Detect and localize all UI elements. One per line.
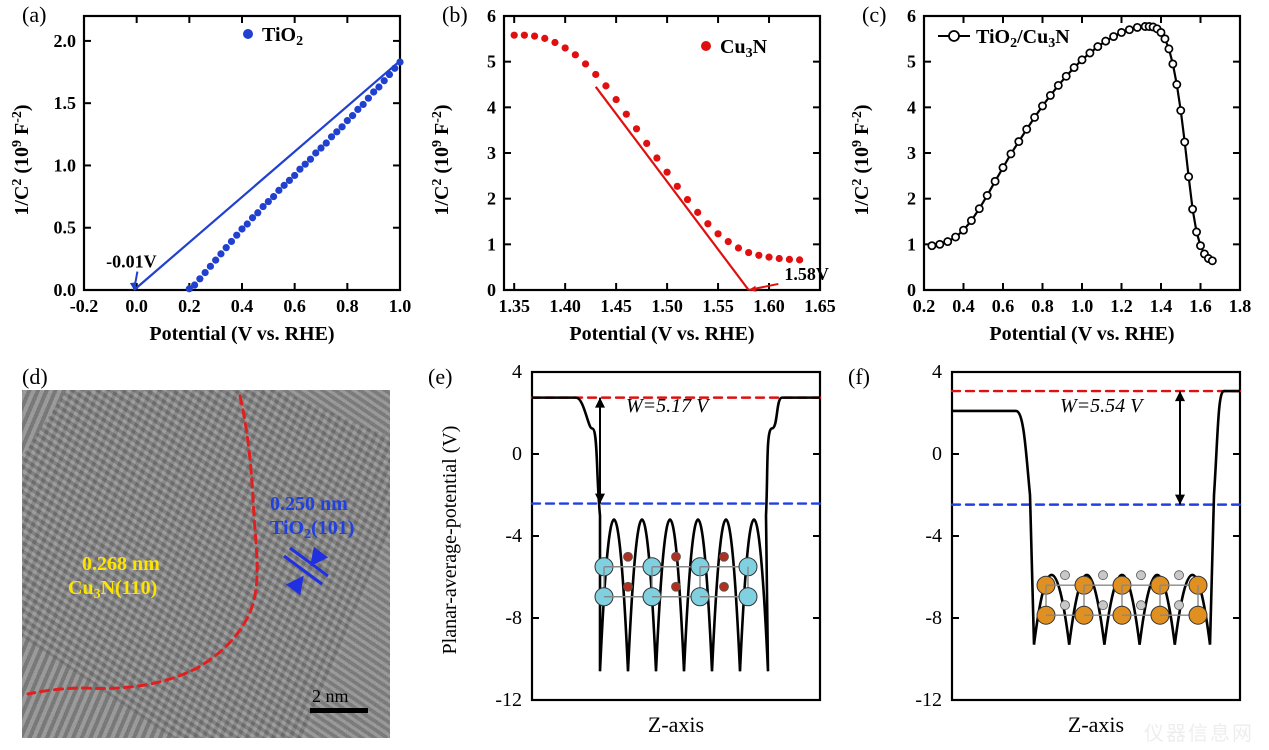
panel-f-svg: -12 -8 -4 0 4 Z-axis W=5.54 V [840,360,1260,750]
svg-text:-12: -12 [915,689,942,711]
svg-text:-4: -4 [925,525,942,547]
svg-text:6: 6 [907,6,916,26]
svg-text:1: 1 [907,234,916,254]
svg-text:3: 3 [487,143,496,163]
svg-text:0.2: 0.2 [178,296,201,316]
panel-c: (c) 0.20.40.60.81.01.21.41.61.8 0123456 … [840,0,1260,360]
panel-b: (b) 1.35 1.40 1.45 1.50 1.55 1.60 1.65 0 1 2 3 4 5 6… [420,0,840,360]
svg-text:0.8: 0.8 [1031,296,1054,316]
figure-grid: (a) -0.20.00.20.40.60.81.0 0.00.51.01.52… [0,0,1269,750]
panel-e-svg: -12 -8 -4 0 4 Planar-average-potential (V) Z… [420,360,840,750]
panel-c-ytitle: 1/C2 (109 F-2) [850,104,873,215]
svg-text:1: 1 [487,234,496,254]
svg-text:1.65: 1.65 [804,296,836,316]
panel-a-legend: TiO2 [243,24,303,49]
svg-text:1.0: 1.0 [1071,296,1094,316]
svg-text:1.35: 1.35 [498,296,530,316]
panel-e: (e) -12 -8 -4 0 4 Planar-average-potential (… [420,360,840,750]
svg-text:2: 2 [907,189,916,209]
svg-text:4: 4 [932,361,942,383]
panel-f: (f) -12-8-404 Z-axis W=5.54 V 仪器信息网 [840,360,1260,750]
svg-text:-8: -8 [925,607,942,629]
panel-f-wf: W=5.54 V [1060,395,1145,417]
svg-text:1.5: 1.5 [54,93,77,113]
hrtem-image: 0.268 nm Cu3N(110) 0.250 nm TiO2(101) [22,390,390,738]
svg-text:1.60: 1.60 [753,296,785,316]
panel-b-svg: 1.35 1.40 1.45 1.50 1.55 1.60 1.65 0 1 2 3 4 5 6 Pot… [420,0,840,360]
panel-b-ytitle: 1/C2 (109 F-2) [430,104,453,215]
svg-text:0.6: 0.6 [992,296,1015,316]
svg-text:2.0: 2.0 [54,31,77,51]
panel-d-label: (d) [22,364,48,390]
tio2-spacing-label: 0.250 nm [270,493,348,515]
panel-e-ytitle: Planar-average-potential (V) [439,426,461,655]
panel-c-svg: 0.2 0.4 0.6 0.8 1.0 1.2 1.4 1.6 1.8 0 1 2 3 4 5 6 Pote… [840,0,1260,360]
svg-text:1.58V: 1.58V [784,264,829,284]
svg-text:0.4: 0.4 [231,296,254,316]
svg-text:1.40: 1.40 [549,296,581,316]
tio2-material-label: TiO2(101) [270,517,354,542]
panel-a: (a) -0.20.00.20.40.60.81.0 0.00.51.01.52… [0,0,420,360]
panel-c-xtitle: Potential (V vs. RHE) [989,323,1174,345]
svg-text:-8: -8 [505,607,522,629]
cu3n-material-label: Cu3N(110) [68,577,157,602]
svg-text:-0.01V: -0.01V [106,252,157,272]
svg-text:0: 0 [932,443,942,465]
svg-text:1.8: 1.8 [1229,296,1252,316]
svg-text:0.2: 0.2 [913,296,936,316]
panel-e-label: (e) [428,364,452,390]
panel-b-legend: Cu3N [701,36,768,61]
panel-a-svg: -0.20.00.20.40.60.81.0 0.00.51.01.52.0 P… [0,0,420,360]
scalebar-label: 2 nm [312,686,349,706]
panel-c-legend: TiO2/Cu3N [938,26,1070,51]
cu3n-spacing-label: 0.268 nm [82,553,160,575]
panel-f-xtitle: Z-axis [1068,712,1124,737]
panel-a-label: (a) [22,2,46,28]
panel-e-wf: W=5.17 V [626,395,711,417]
svg-text:0: 0 [487,280,496,300]
panel-a-legend-text: TiO2 [262,24,303,49]
svg-text:1.4: 1.4 [1150,296,1173,316]
panel-b-label: (b) [442,2,468,28]
svg-text:1.55: 1.55 [702,296,734,316]
svg-text:0.6: 0.6 [283,296,306,316]
panel-a-xtitle: Potential (V vs. RHE) [149,323,334,345]
panel-d: (d) [0,360,420,750]
svg-text:-12: -12 [495,689,522,711]
svg-text:4: 4 [512,361,522,383]
svg-text:1.0: 1.0 [54,155,77,175]
panel-a-ytitle: 1/C2 (109 F-2) [10,104,33,215]
panel-c-legend-text: TiO2/Cu3N [976,26,1070,51]
svg-text:4: 4 [487,97,496,117]
svg-text:1.2: 1.2 [1110,296,1133,316]
svg-text:0.5: 0.5 [54,218,77,238]
svg-text:0: 0 [512,443,522,465]
panel-f-label: (f) [848,364,870,390]
svg-text:0.0: 0.0 [125,296,148,316]
panel-c-label: (c) [862,2,886,28]
svg-text:6: 6 [487,6,496,26]
svg-text:0.8: 0.8 [336,296,359,316]
svg-text:0.0: 0.0 [54,280,77,300]
panel-e-xtitle: Z-axis [648,712,704,737]
svg-text:0.4: 0.4 [952,296,975,316]
svg-text:2: 2 [487,189,496,209]
svg-text:1.45: 1.45 [600,296,632,316]
svg-text:1.0: 1.0 [389,296,412,316]
svg-text:4: 4 [907,97,916,117]
svg-text:5: 5 [487,52,496,72]
svg-text:1.6: 1.6 [1189,296,1212,316]
svg-text:0: 0 [907,280,916,300]
svg-text:3: 3 [907,143,916,163]
svg-text:1.50: 1.50 [651,296,683,316]
panel-b-legend-text: Cu3N [720,36,768,61]
svg-text:-4: -4 [505,525,522,547]
panel-b-xtitle: Potential (V vs. RHE) [569,323,754,345]
svg-text:5: 5 [907,52,916,72]
